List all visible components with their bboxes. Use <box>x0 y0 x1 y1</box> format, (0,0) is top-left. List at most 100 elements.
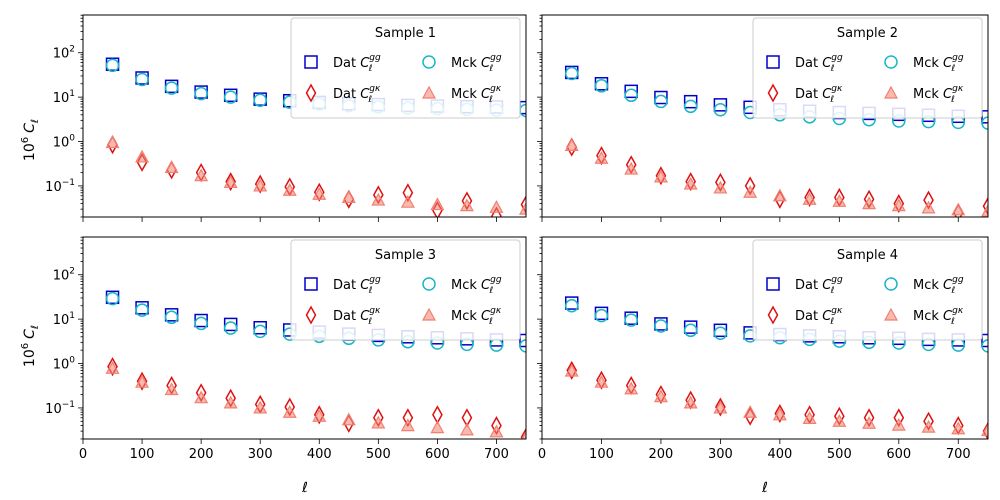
y-tick-label: 101 <box>53 89 75 106</box>
data-point <box>743 404 758 418</box>
legend-marker-dat_gk <box>305 83 317 103</box>
data-point <box>862 196 877 210</box>
panel-1: 10−1 100 101 102 Sample 1 Dat Cgg ℓ Mck Cgg ℓ Dat… <box>45 14 527 222</box>
x-tick-label: 100 <box>130 447 155 462</box>
data-point <box>164 310 179 325</box>
data-point <box>518 201 526 215</box>
data-point <box>713 102 728 117</box>
data-point <box>341 190 356 204</box>
data-point <box>980 203 988 217</box>
legend-title: Sample 1 <box>375 26 436 41</box>
ylabel-bottom: 106Cℓ <box>20 325 41 367</box>
legend-label-mck_gk: Mck Cgκ ℓ <box>913 84 964 105</box>
data-point <box>654 94 668 109</box>
legend-label-dat_gg: Dat Cgg ℓ <box>795 275 843 296</box>
y-axis: 10−1 100 101 102 <box>45 14 83 218</box>
data-point <box>654 90 668 105</box>
data-point <box>683 176 698 190</box>
legend-label-dat_gk: Dat Cgκ ℓ <box>795 84 843 105</box>
y-tick-label: 10−1 <box>45 400 75 417</box>
data-point <box>135 303 149 317</box>
data-point <box>489 424 504 438</box>
data-point <box>713 400 728 414</box>
data-point <box>519 339 526 353</box>
xlabel-left: ℓ <box>301 480 308 496</box>
data-point <box>164 81 179 95</box>
data-point <box>254 174 266 194</box>
y-tick-label: 10−1 <box>45 178 75 195</box>
data-point <box>253 93 267 108</box>
data-point <box>564 66 579 81</box>
data-point <box>624 313 638 327</box>
x-tick-label: 500 <box>366 447 391 462</box>
x-tick-label: 200 <box>189 447 214 462</box>
data-point <box>921 200 936 214</box>
data-point <box>951 202 966 216</box>
y-tick-label: 102 <box>53 45 75 62</box>
series-markers <box>105 57 526 217</box>
data-point <box>312 408 327 422</box>
data-point <box>253 178 268 192</box>
data-point <box>136 371 148 391</box>
legend-marker-dat_gk <box>767 305 779 325</box>
legend-marker-mck_gg <box>422 277 436 291</box>
data-point <box>654 319 668 333</box>
data-point <box>253 324 267 339</box>
data-point <box>594 374 609 388</box>
legend-label-dat_gg: Dat Cgg ℓ <box>333 275 381 296</box>
legend: Sample 2 Dat Cgg ℓ Mck Cgg ℓ Dat Cgκ ℓ Mck Cgκ ℓ <box>752 17 983 119</box>
legend-label-mck_gk: Mck Cgκ ℓ <box>451 306 502 327</box>
data-point <box>313 405 325 425</box>
data-point <box>341 412 356 426</box>
data-point <box>802 192 817 205</box>
data-point <box>135 72 149 87</box>
legend: Sample 4 Dat Cgg ℓ Mck Cgg ℓ Dat Cgκ ℓ Mck Cgκ ℓ <box>752 239 983 341</box>
data-point <box>624 88 638 103</box>
data-point <box>566 360 578 380</box>
data-point <box>655 385 667 405</box>
data-point <box>223 317 238 332</box>
legend-label-dat_gk: Dat Cgκ ℓ <box>333 84 381 105</box>
legend-marker-mck_gg <box>884 55 898 69</box>
data-point <box>832 194 847 207</box>
y-axis <box>537 14 542 218</box>
data-point <box>164 382 179 396</box>
data-point <box>459 422 474 436</box>
data-point <box>312 186 327 200</box>
data-point <box>982 421 988 439</box>
data-point <box>194 168 209 182</box>
data-point <box>891 417 906 431</box>
data-point <box>594 308 609 323</box>
legend-label-mck_gg: Mck Cgg ℓ <box>913 275 964 296</box>
legend-box <box>290 239 521 341</box>
data-point <box>430 197 445 211</box>
legend-marker-dat_gg <box>766 55 780 69</box>
data-point <box>107 357 118 377</box>
data-point <box>135 374 150 388</box>
legend-marker-dat_gg <box>304 277 318 291</box>
legend: Sample 1 Dat Cgg ℓ Mck Cgg ℓ Dat Cgκ ℓ Mck Cgκ ℓ <box>290 17 521 119</box>
legend-box <box>752 17 983 119</box>
legend-box <box>752 239 983 341</box>
x-axis <box>541 217 959 222</box>
data-point <box>653 389 668 403</box>
x-tick-label: 600 <box>425 447 450 462</box>
data-point <box>683 99 698 114</box>
data-point <box>683 323 698 338</box>
x-tick-label: 500 <box>827 447 852 462</box>
legend: Sample 3 Dat Cgg ℓ Mck Cgg ℓ Dat Cgκ ℓ Mck Cgκ ℓ <box>290 239 521 341</box>
data-point <box>893 194 905 214</box>
legend-marker-dat_gg <box>766 277 780 291</box>
data-point <box>624 381 639 395</box>
legend-label-mck_gk: Mck Cgκ ℓ <box>913 306 964 327</box>
data-point <box>951 421 966 435</box>
legend-marker-dat_gk <box>305 305 317 325</box>
x-tick-label: 200 <box>649 447 674 462</box>
legend-marker-mck_gk <box>421 307 437 321</box>
legend-label-dat_gg: Dat Cgg ℓ <box>795 53 843 74</box>
legend-title: Sample 2 <box>837 26 898 41</box>
legend-marker-mck_gg <box>422 55 436 69</box>
data-point <box>253 320 267 335</box>
x-tick-label: 400 <box>307 447 332 462</box>
legend-marker-mck_gk <box>883 307 899 321</box>
